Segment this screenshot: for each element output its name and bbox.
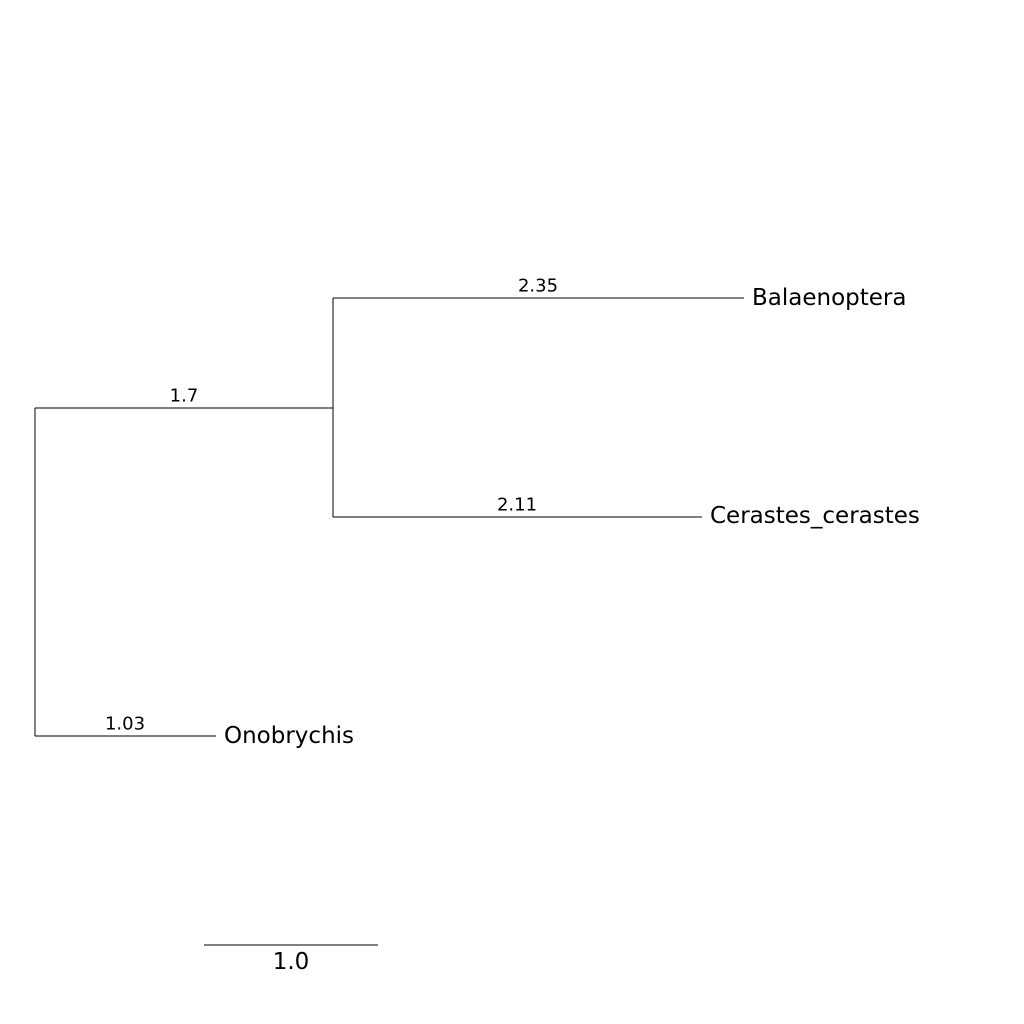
branch-length-label-internal: 1.7 (170, 386, 199, 407)
branch-length-label-onobrychis: 1.03 (105, 714, 145, 735)
branch-length-label-cerastes: 2.11 (497, 495, 537, 516)
leaf-label-onobrychis: Onobrychis (224, 723, 354, 749)
branch-length-label-balaenoptera: 2.35 (518, 276, 558, 297)
leaf-label-cerastes: Cerastes_cerastes (710, 503, 920, 529)
scale-bar-label: 1.0 (273, 949, 310, 975)
leaf-label-balaenoptera: Balaenoptera (752, 285, 906, 311)
